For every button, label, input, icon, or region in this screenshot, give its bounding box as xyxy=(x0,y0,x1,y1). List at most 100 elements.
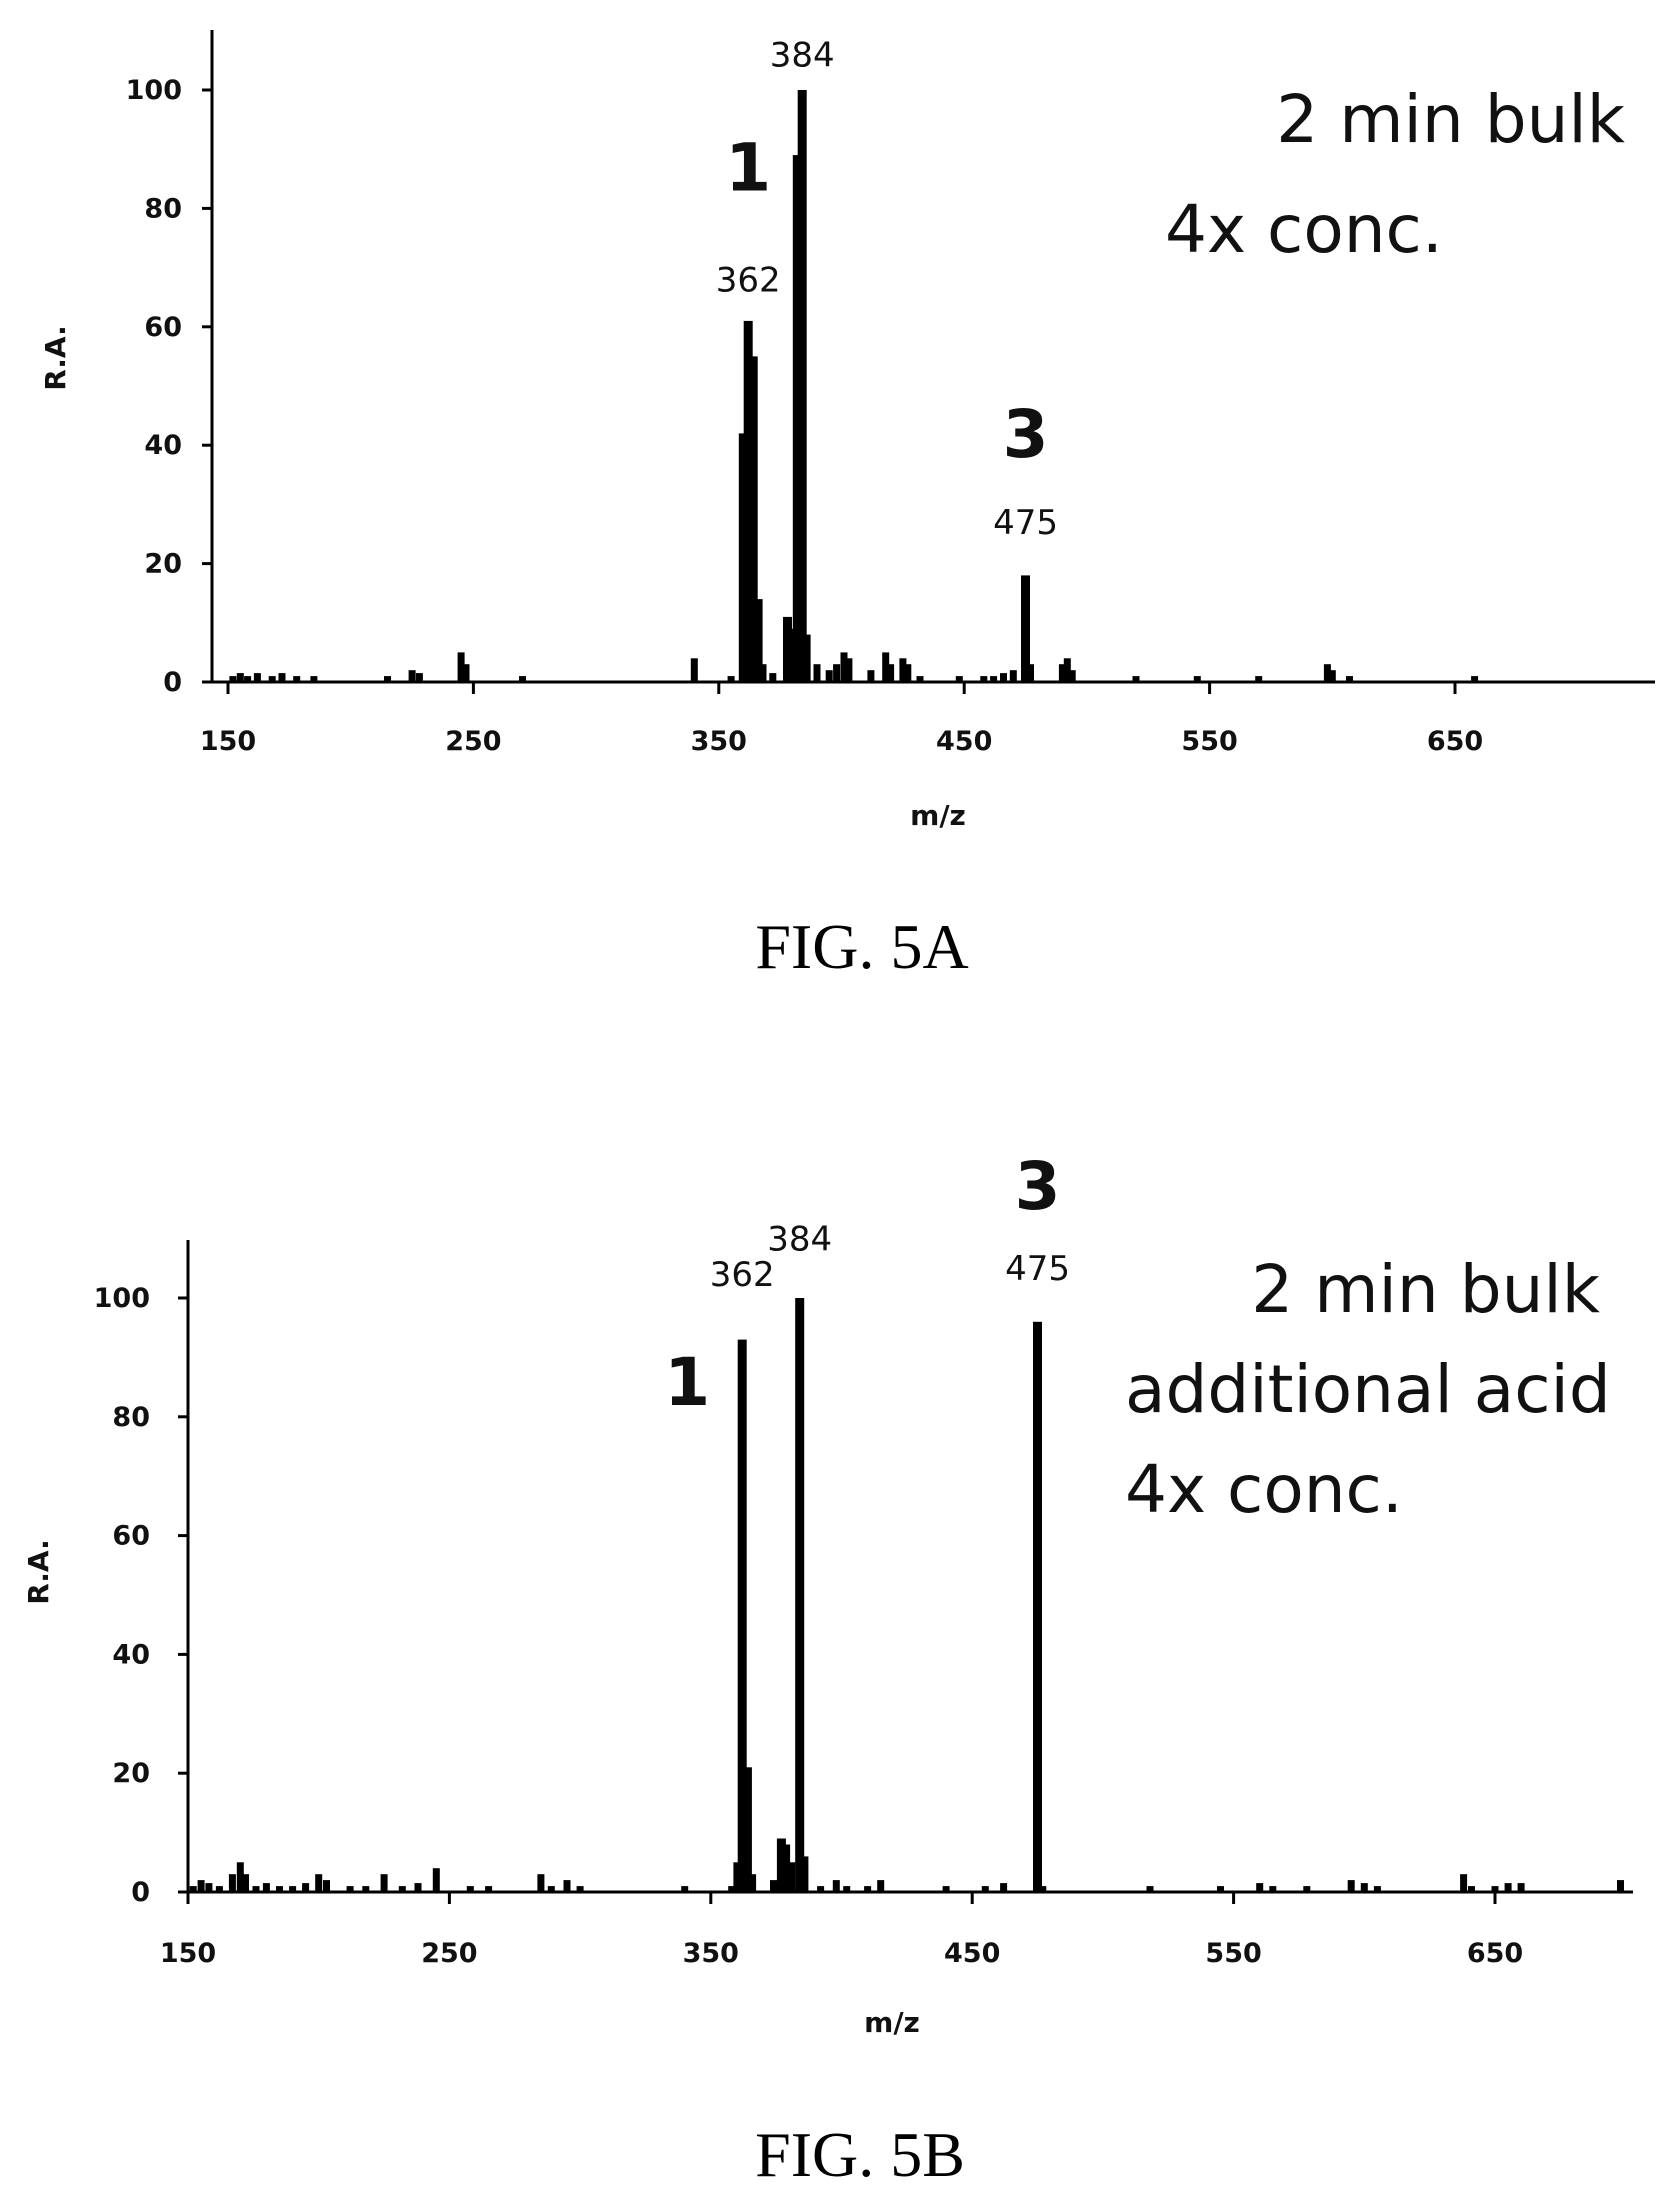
peak-bar xyxy=(1058,664,1066,682)
peak-bar xyxy=(882,652,890,682)
peak-mz-label: 362 xyxy=(710,1255,775,1295)
peak-bar xyxy=(1146,1886,1154,1892)
peak-bar xyxy=(1303,1886,1311,1892)
peak-bar xyxy=(742,1767,752,1892)
peak-bar xyxy=(1347,1880,1355,1892)
peak-bar xyxy=(728,1886,736,1892)
peak-bar xyxy=(1360,1883,1368,1892)
y-axis-title: R.A. xyxy=(22,1539,55,1605)
peak-bar xyxy=(1468,1886,1475,1892)
peak-bar xyxy=(840,652,848,682)
peak-bar xyxy=(690,658,698,682)
peaks xyxy=(189,1298,1624,1892)
peak-bar xyxy=(1000,673,1007,682)
peak-bar xyxy=(228,1874,236,1892)
peak-bar xyxy=(1460,1874,1468,1892)
x-tick-label: 650 xyxy=(1427,726,1483,757)
peak-bar xyxy=(737,1339,747,1892)
peak-bar xyxy=(1373,1886,1381,1892)
peak-bar xyxy=(215,1886,223,1892)
compound-number-label: 1 xyxy=(725,130,771,207)
y-tick-label: 80 xyxy=(112,1402,150,1433)
peak-bar xyxy=(323,1880,330,1892)
condition-annotation: 4x conc. xyxy=(1125,1451,1403,1528)
y-tick-label: 20 xyxy=(112,1758,150,1789)
peak-bar xyxy=(253,673,261,682)
peak-bar xyxy=(833,664,841,682)
peak-bar xyxy=(1021,575,1030,682)
condition-annotation: additional acid xyxy=(1125,1351,1611,1428)
peak-bar xyxy=(770,1880,777,1892)
peak-bar xyxy=(1027,664,1034,682)
peak-bar xyxy=(776,1838,786,1892)
peak-bar xyxy=(408,670,416,682)
peak-bar xyxy=(1132,676,1140,682)
x-tick-label: 150 xyxy=(200,726,256,757)
peak-bar xyxy=(1504,1883,1512,1892)
x-tick-label: 250 xyxy=(445,726,501,757)
peak-mz-label: 475 xyxy=(1005,1249,1070,1289)
peak-bar xyxy=(792,155,802,683)
condition-annotation: 4x conc. xyxy=(1165,191,1443,268)
peak-bar xyxy=(733,1862,741,1892)
peak-bar xyxy=(803,634,811,682)
peak-bar xyxy=(788,1862,796,1892)
peak-bar xyxy=(825,670,833,682)
peak-bar xyxy=(293,676,301,682)
peak-bar xyxy=(236,1862,244,1892)
y-tick-label: 20 xyxy=(144,549,182,580)
peak-bar xyxy=(236,673,244,682)
peak-bar xyxy=(843,1886,851,1892)
y-tick-label: 100 xyxy=(94,1283,150,1314)
peak-bar xyxy=(1323,664,1331,682)
peak-bar xyxy=(384,676,391,682)
peak-bar xyxy=(415,673,423,682)
peaks xyxy=(229,90,1479,683)
peak-bar xyxy=(1033,1321,1042,1892)
peak-bar xyxy=(1269,1886,1277,1892)
peak-bar xyxy=(832,1880,840,1892)
peak-bar xyxy=(916,676,924,682)
peak-bar xyxy=(787,628,797,682)
peak-bar xyxy=(801,1856,809,1892)
peak-bar xyxy=(1328,670,1336,682)
x-tick-label: 150 xyxy=(160,1938,216,1969)
peak-bar xyxy=(466,1886,474,1892)
peak-bar xyxy=(1471,676,1479,682)
peak-bar xyxy=(1256,1883,1264,1892)
x-tick-label: 550 xyxy=(1205,1938,1261,1969)
peak-mz-label: 362 xyxy=(716,260,781,300)
peak-bar xyxy=(1491,1886,1499,1892)
y-axis-title: R.A. xyxy=(39,325,72,391)
peak-bar xyxy=(563,1880,571,1892)
peak-bar xyxy=(1517,1883,1525,1892)
peak-bar xyxy=(414,1883,422,1892)
peak-bar xyxy=(276,1886,283,1892)
peak-bar xyxy=(310,676,318,682)
peak-bar xyxy=(904,664,912,682)
peak-bar xyxy=(362,1886,370,1892)
peak-bar xyxy=(252,1886,260,1892)
peak-bar xyxy=(1068,670,1076,682)
peak-bar xyxy=(797,90,807,682)
x-tick-label: 650 xyxy=(1467,1938,1523,1969)
peak-bar xyxy=(315,1874,323,1892)
peak-bar xyxy=(783,616,792,682)
y-tick-label: 0 xyxy=(131,1877,150,1908)
peak-bar xyxy=(1063,658,1071,682)
peak-bar xyxy=(759,664,767,682)
peak-bar xyxy=(887,664,895,682)
y-tick-label: 0 xyxy=(163,667,182,698)
peak-bar xyxy=(1009,670,1017,682)
peak-bar xyxy=(268,676,276,682)
condition-annotation: 2 min bulk xyxy=(1276,81,1625,158)
peak-bar xyxy=(681,1886,689,1892)
peak-bar xyxy=(955,676,963,682)
peak-bar xyxy=(302,1883,310,1892)
x-axis-title: m/z xyxy=(864,2006,920,2039)
peak-bar xyxy=(262,1883,270,1892)
condition-annotation: 2 min bulk xyxy=(1251,1251,1600,1328)
x-tick-label: 350 xyxy=(691,726,747,757)
figure-caption: FIG. 5B xyxy=(755,2119,965,2186)
y-tick-label: 60 xyxy=(144,312,182,343)
